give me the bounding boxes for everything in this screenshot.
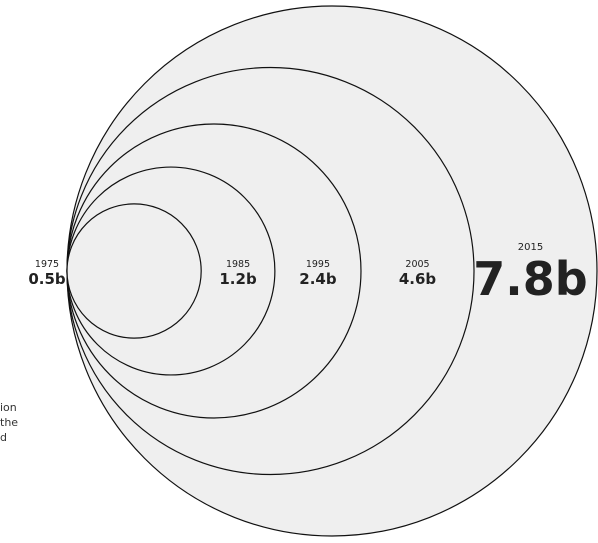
side-note-line-3: d: [0, 431, 7, 444]
year-label-2005: 2005: [405, 259, 429, 270]
side-note-line-2: the: [0, 416, 19, 429]
year-label-1995: 1995: [306, 259, 330, 270]
value-label-1975: 0.5b: [28, 270, 66, 288]
year-label-1985: 1985: [226, 259, 250, 270]
value-label-1995: 2.4b: [299, 270, 337, 288]
value-label-2015: 7.8b: [473, 252, 587, 306]
value-label-2005: 4.6b: [399, 270, 437, 288]
side-note-text: ion the d: [0, 400, 18, 445]
year-label-1975: 1975: [35, 259, 59, 270]
bubble-1975: [66, 203, 202, 339]
side-note-line-1: ion: [0, 401, 17, 414]
value-label-1985: 1.2b: [219, 270, 257, 288]
year-label-2015: 2015: [518, 242, 543, 253]
